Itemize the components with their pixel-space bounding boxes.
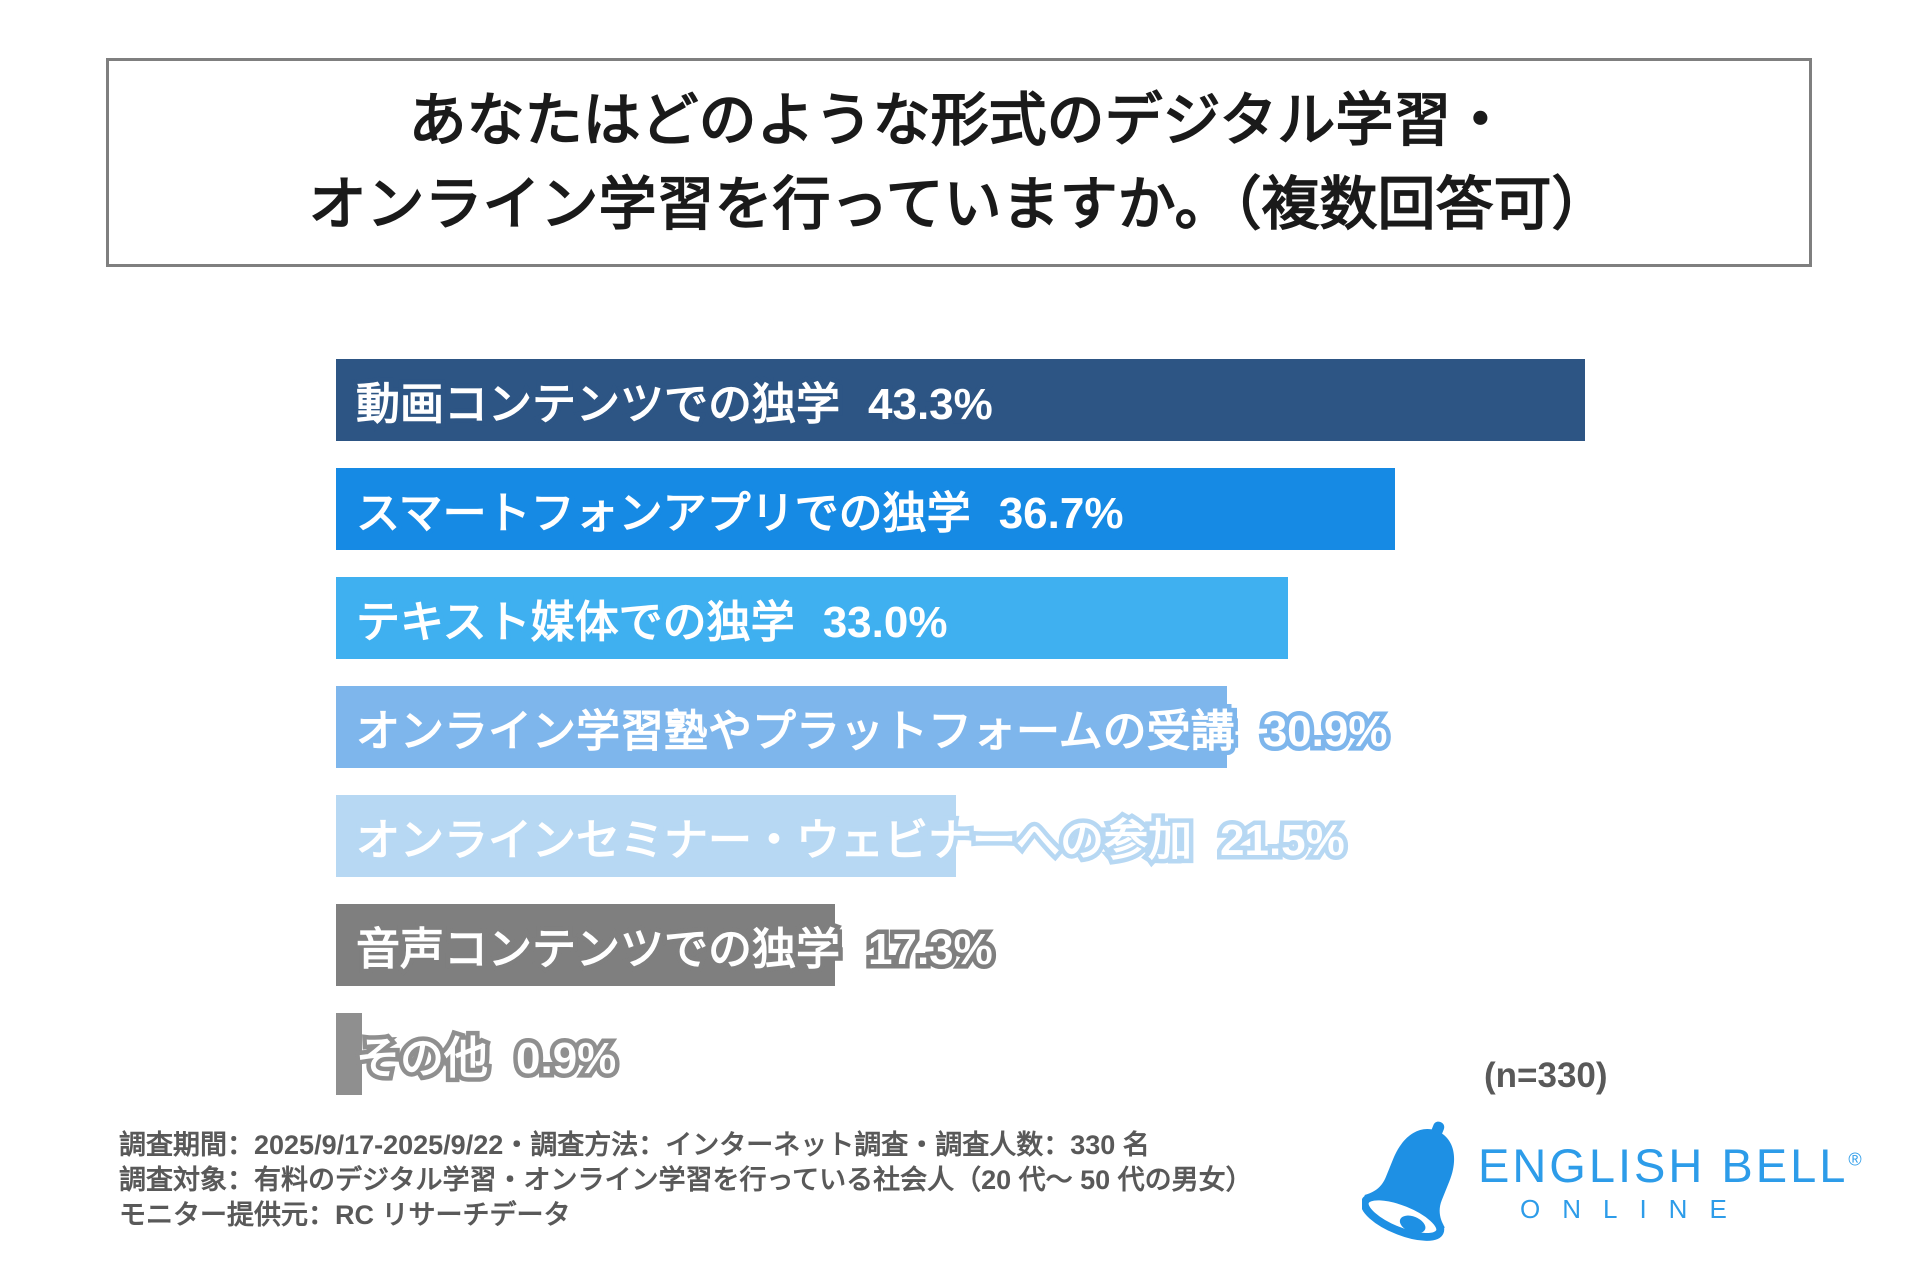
bar-fill [336,904,835,986]
bar-label: オンライン学習塾やプラットフォームの受講 30.9% [352,695,1392,761]
bar-value-text: 36.7% [994,485,1128,543]
bar-row: 動画コンテンツでの独学 43.3% [336,359,1636,441]
bar-value-text: 0.9% [511,1030,620,1088]
bar-category-text: スマートフォンアプリでの独学 [352,485,976,543]
english-bell-logo: ENGLISH BELL® ONLINE [1360,1098,1862,1258]
bar-row: スマートフォンアプリでの独学 36.7% [336,468,1636,550]
bar-fill [336,577,1288,659]
bar-fill [336,795,956,877]
bar-row: オンラインセミナー・ウェビナーへの参加 21.5% [336,795,1636,877]
bar-value-text: 43.3% [864,376,998,434]
bar-value-text: 17.3% [864,921,998,979]
bar-category-text: 音声コンテンツでの独学 [352,921,845,979]
bar-value-text: 21.5% [1216,812,1350,870]
bar-fill [336,1013,362,1095]
logo-brand-name: ENGLISH BELL [1478,1139,1849,1192]
logo-brand-text: ENGLISH BELL® [1478,1138,1862,1193]
bar-label: オンラインセミナー・ウェビナーへの参加 21.5% [352,804,1350,870]
survey-note-line: 調査期間：2025/9/17-2025/9/22・調査方法：インターネット調査・… [119,1130,1150,1160]
bar-row: テキスト媒体での独学 33.0% [336,577,1636,659]
bar-category-text: その他 [352,1030,493,1088]
bell-icon [1362,1121,1455,1241]
bar-category-text: オンライン学習塾やプラットフォームの受講 [352,703,1240,761]
bar-category-text: 動画コンテンツでの独学 [352,376,845,434]
bar-label: 動画コンテンツでの独学 43.3% [352,368,998,434]
bar-fill [336,468,1395,550]
bar-row: 音声コンテンツでの独学 17.3% [336,904,1636,986]
survey-notes: 調査期間：2025/9/17-2025/9/22・調査方法：インターネット調査・… [119,1128,1253,1233]
logo-sub-brand-text: ONLINE [1520,1194,1749,1224]
bar-value-text: 30.9% [1258,703,1392,761]
bar-fill [336,359,1585,441]
question-title-line-1: あなたはどのような形式のデジタル学習・ [408,87,1510,153]
question-title-box: あなたはどのような形式のデジタル学習・ オンライン学習を行っていますか。（複数回… [106,58,1812,267]
bar-value-text: 33.0% [818,594,952,652]
bar-label: スマートフォンアプリでの独学 36.7% [352,477,1128,543]
bar-fill [336,686,1227,768]
bar-label: 音声コンテンツでの独学 17.3% [352,913,998,979]
bar-category-text: オンラインセミナー・ウェビナーへの参加 [352,812,1197,870]
bar-row: オンライン学習塾やプラットフォームの受講 30.9% [336,686,1636,768]
sample-size-label: (n=330) [1484,1056,1608,1095]
bar-label: テキスト媒体での独学 33.0% [352,586,952,652]
survey-note-line: モニター提供元：RC リサーチデータ [119,1200,571,1230]
question-title-line-2: オンライン学習を行っていますか。（複数回答可） [308,171,1610,237]
bar-label: その他 0.9% [352,1022,621,1088]
registered-trademark-icon: ® [1848,1149,1862,1170]
bar-row: その他 0.9% [336,1013,1636,1095]
bar-category-text: テキスト媒体での独学 [352,594,800,652]
survey-note-line: 調査対象：有料のデジタル学習・オンライン学習を行っている社会人（20 代〜 50… [119,1165,1253,1195]
